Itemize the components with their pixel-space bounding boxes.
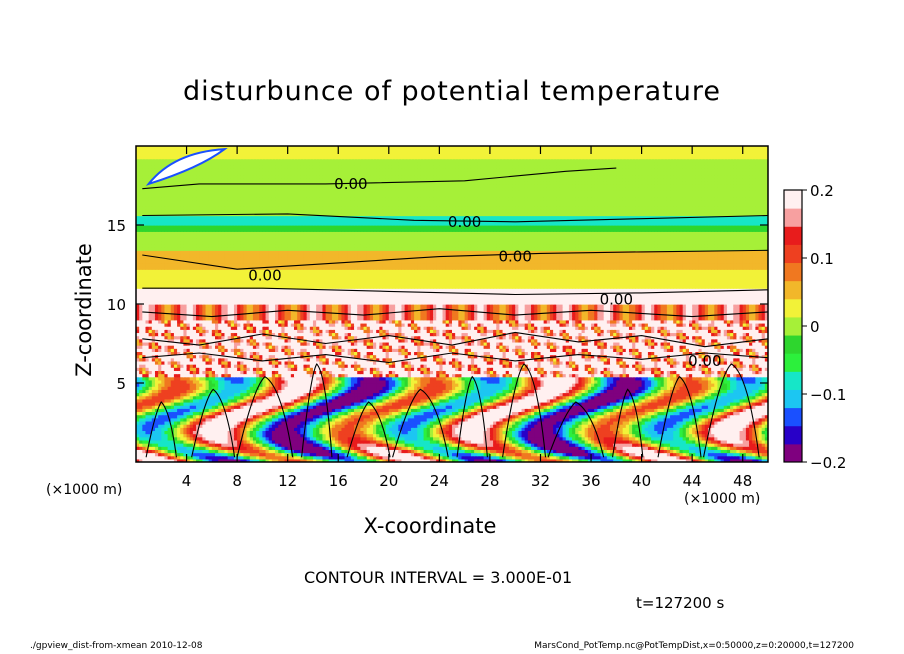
heatmap-field xyxy=(136,143,769,463)
plot-area: 0.000.000.000.000.000.00 xyxy=(136,143,769,463)
